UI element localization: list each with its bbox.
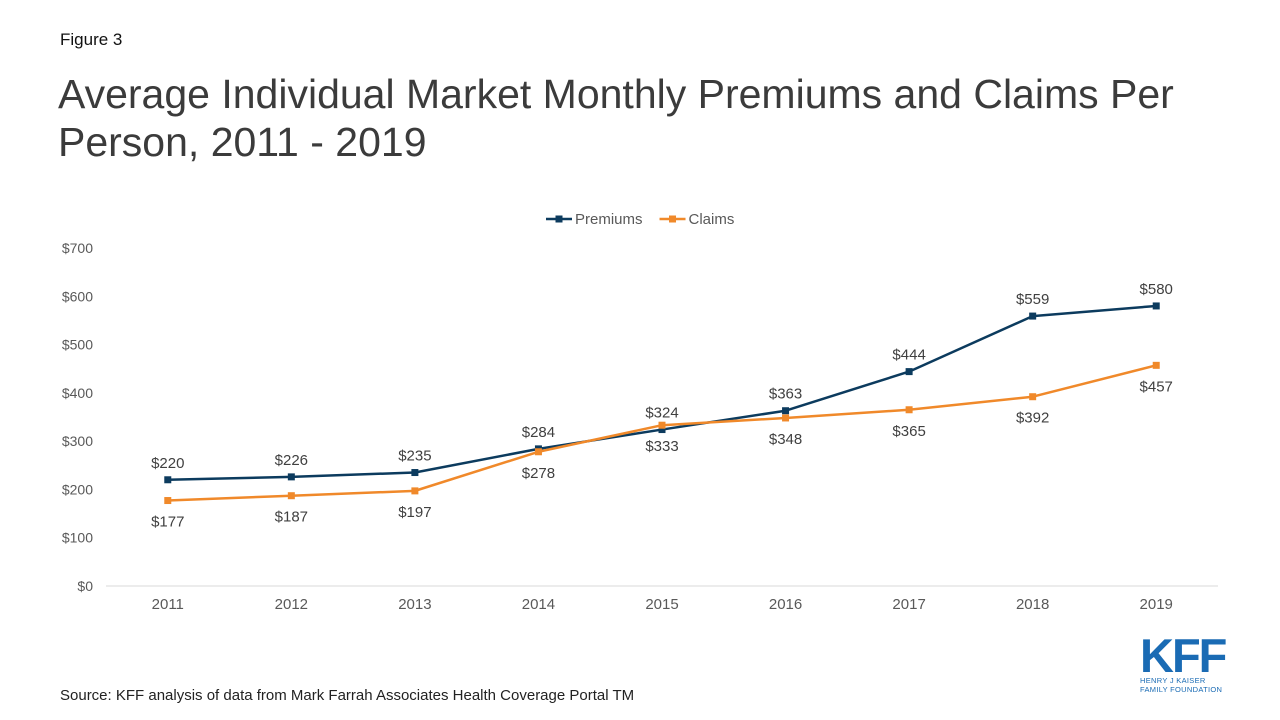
data-point — [164, 476, 172, 484]
data-point — [287, 473, 295, 481]
x-tick-label: 2011 — [152, 596, 184, 613]
data-point — [782, 407, 790, 415]
data-label: $348 — [769, 431, 802, 448]
legend-item: Claims — [659, 211, 735, 228]
data-label: $235 — [398, 448, 431, 465]
data-point — [1152, 361, 1160, 369]
series-premiums: $220 $226 $235 $284 $324 $363 $444 $559 $580 — [151, 281, 1173, 484]
data-label: $226 — [275, 452, 308, 469]
chart-title: Average Individual Market Monthly Premiu… — [58, 71, 1174, 165]
data-label: $365 — [892, 423, 925, 440]
x-tick-label: 2013 — [398, 596, 431, 613]
legend-marker — [555, 215, 563, 223]
y-tick-label: $300 — [62, 433, 93, 449]
data-point — [287, 492, 295, 500]
data-label: $392 — [1016, 410, 1049, 427]
data-point — [534, 448, 542, 456]
legend-marker — [669, 215, 677, 223]
x-tick-label: 2019 — [1140, 596, 1173, 613]
source-note: Source: KFF analysis of data from Mark F… — [60, 687, 635, 704]
y-tick-label: $400 — [62, 385, 93, 401]
legend-item: Premiums — [546, 211, 643, 228]
y-tick-label: $500 — [62, 337, 93, 353]
kff-logo-mark: KFF — [1140, 629, 1227, 682]
kff-logo: KFF HENRY J KAISER FAMILY FOUNDATION — [1140, 629, 1240, 700]
data-label: $559 — [1016, 291, 1049, 308]
data-point — [1029, 312, 1037, 320]
data-label: $444 — [892, 347, 925, 364]
data-label: $324 — [645, 405, 678, 422]
legend-label: Claims — [689, 211, 735, 228]
data-point — [164, 497, 172, 505]
figure-label: Figure 3 — [60, 30, 123, 49]
data-label: $197 — [398, 504, 431, 521]
y-tick-label: $0 — [77, 578, 93, 594]
data-point — [905, 406, 913, 414]
data-point — [658, 421, 666, 429]
y-tick-label: $600 — [62, 288, 93, 304]
kff-logo-line2: FAMILY FOUNDATION — [1140, 685, 1223, 694]
data-point — [782, 414, 790, 422]
x-tick-label: 2018 — [1016, 596, 1049, 613]
legend-label: Premiums — [575, 211, 643, 228]
data-label: $363 — [769, 386, 802, 403]
data-point — [658, 426, 666, 434]
data-label: $187 — [275, 509, 308, 526]
x-tick-label: 2017 — [892, 596, 925, 613]
data-label: $580 — [1140, 281, 1173, 298]
series-claims: $177 $187 $197 $278 $333 $348 $365 $392 $457 — [151, 361, 1173, 531]
data-point — [905, 368, 913, 376]
data-label: $220 — [151, 455, 184, 472]
data-point — [411, 469, 419, 477]
x-tick-label: 2015 — [645, 596, 678, 613]
y-axis: $0 $100 $200 $300 $400 $500 $600 $700 — [62, 240, 93, 594]
data-point — [411, 487, 419, 495]
data-label: $284 — [522, 424, 555, 441]
line-chart: Premiums Claims $0 $100 $200 $300 $400 $500 $60… — [62, 211, 1218, 613]
x-tick-label: 2016 — [769, 596, 802, 613]
data-point — [1029, 393, 1037, 401]
data-label: $333 — [645, 438, 678, 455]
kff-logo-line1: HENRY J KAISER — [1140, 676, 1206, 685]
y-tick-label: $100 — [62, 530, 93, 546]
series-layer: $220 $226 $235 $284 $324 $363 $444 $559 $580 $177… — [151, 281, 1173, 531]
y-tick-label: $200 — [62, 481, 93, 497]
data-label: $177 — [151, 514, 184, 531]
data-label: $278 — [522, 465, 555, 482]
data-label: $457 — [1140, 378, 1173, 395]
data-point — [1152, 302, 1160, 310]
chart-legend: Premiums Claims — [546, 211, 734, 228]
x-tick-label: 2012 — [275, 596, 308, 613]
x-axis: 2011 2012 2013 2014 2015 2016 2017 2018 2019 — [106, 585, 1218, 613]
y-tick-label: $700 — [62, 240, 93, 256]
x-tick-label: 2014 — [522, 596, 555, 613]
